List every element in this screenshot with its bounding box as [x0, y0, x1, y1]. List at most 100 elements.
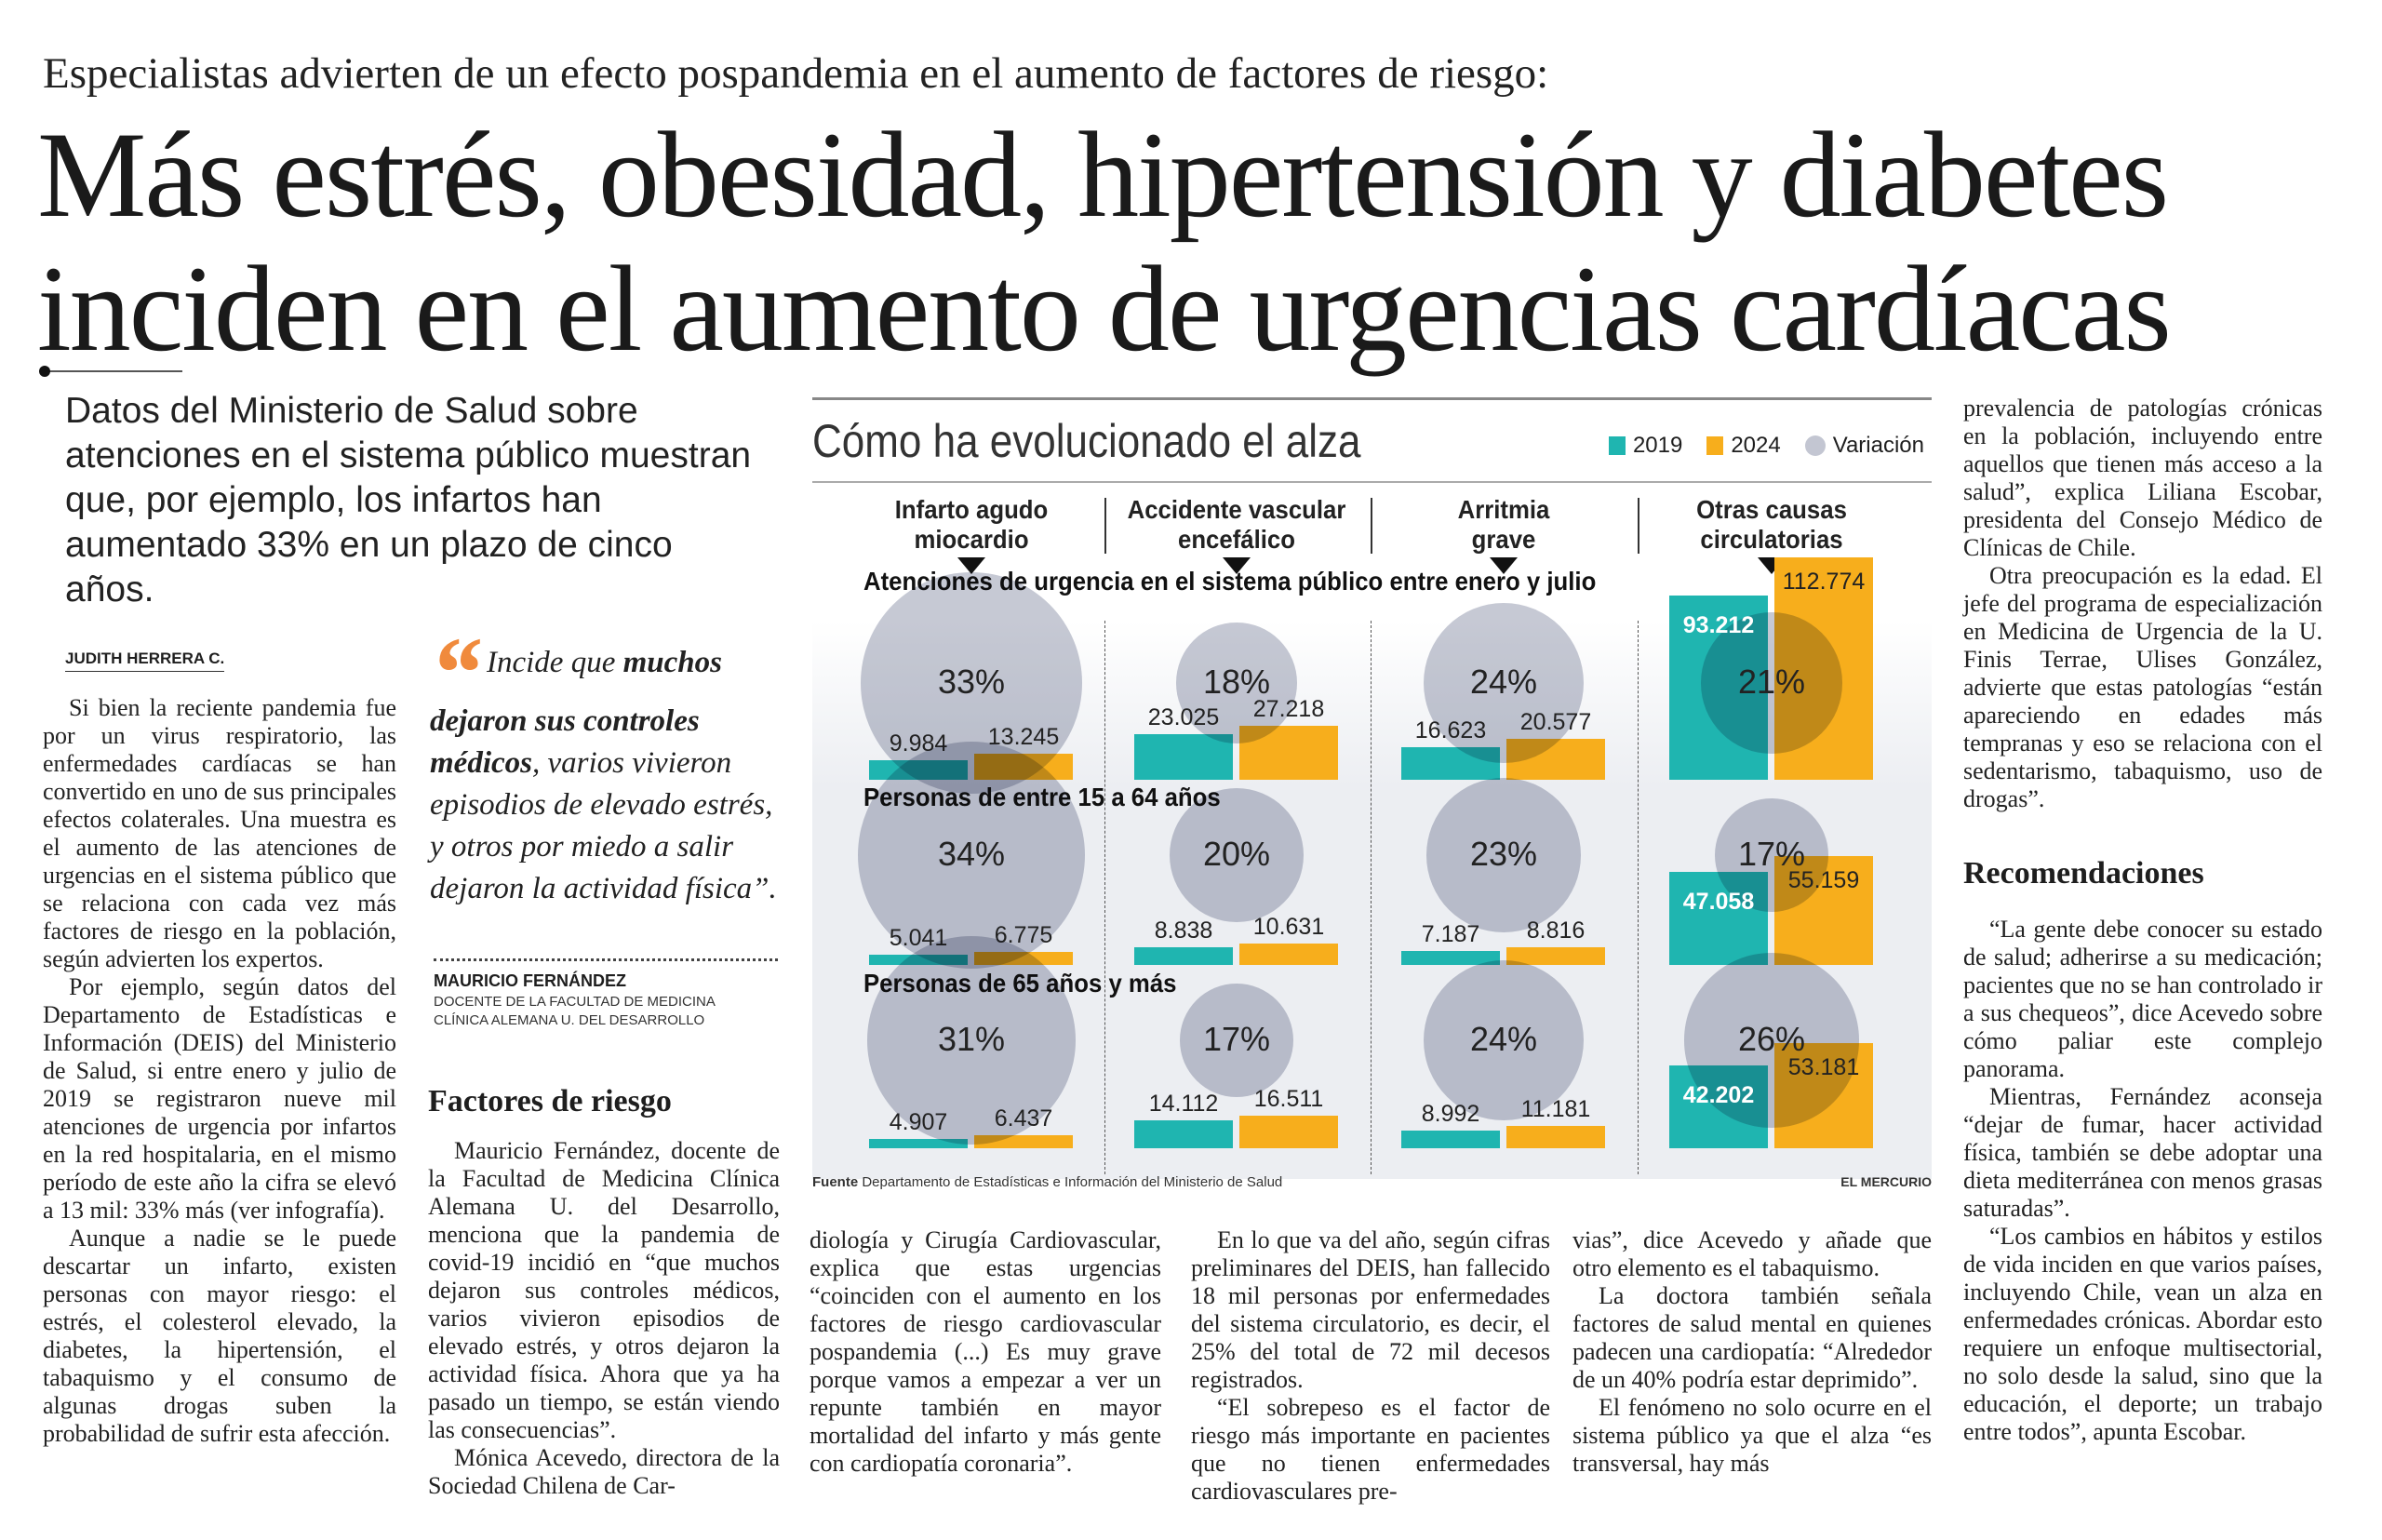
- lead-paragraph: Datos del Ministerio de Salud sobre aten…: [65, 391, 752, 609]
- value-label-2024: 10.631: [1252, 914, 1325, 941]
- legend-circle-icon: [1804, 435, 1826, 456]
- value-label-2019: 14.112: [1148, 1091, 1219, 1118]
- value-label-2024: 6.437: [994, 1105, 1053, 1132]
- variation-circle: [1684, 953, 1859, 1128]
- variation-label: 33%: [937, 663, 1006, 701]
- variation-circle: [1176, 623, 1297, 743]
- paragraph: Mauricio Fernández, docente de la Facult…: [428, 1137, 780, 1443]
- bar-2024: [1506, 1126, 1605, 1148]
- variation-label: 24%: [1469, 1020, 1538, 1058]
- body-column-1: Si bien la reciente pandemia fue por un …: [43, 694, 396, 1448]
- column-header-line: Infarto agudo: [894, 495, 1049, 524]
- paragraph: En lo que va del año, según cifras preli…: [1191, 1226, 1550, 1393]
- paragraph: Si bien la reciente pandemia fue por un …: [43, 694, 396, 972]
- variation-label: 31%: [937, 1020, 1006, 1058]
- column-header: Infarto agudo miocardio: [860, 495, 1082, 555]
- column-header-line: encefálico: [1177, 525, 1295, 554]
- column-header: Arritmia grave: [1392, 495, 1614, 555]
- value-label-2019: 8.992: [1421, 1100, 1480, 1127]
- chart-title: Cómo ha evolucionado el alza: [812, 415, 1361, 467]
- value-label-2024: 112.774: [1782, 568, 1866, 595]
- section-heading: Recomendaciones: [1963, 856, 2204, 891]
- infographic: Cómo ha evolucionado el alza 2019 2024 V…: [812, 397, 1932, 1199]
- paragraph: “El sobrepeso es el factor de riesgo más…: [1191, 1394, 1550, 1505]
- down-triangle-icon: [1490, 557, 1518, 574]
- value-label-2024: 20.577: [1519, 709, 1592, 736]
- quote-author-role: DOCENTE DE LA FACULTAD DE MEDICINA: [434, 994, 716, 1010]
- bar-2024: [1506, 947, 1605, 965]
- body-column-7: “La gente debe conocer su estado de salu…: [1963, 916, 2322, 1446]
- value-label-2019: 16.623: [1414, 716, 1487, 743]
- column-header: Accidente vascular encefálico: [1125, 495, 1347, 555]
- variation-circle: [1714, 797, 1829, 913]
- variation-label: 17%: [1737, 835, 1806, 873]
- legend-item-2024: 2024: [1706, 433, 1781, 459]
- quote-part: Incide que: [487, 646, 623, 679]
- variation-label: 18%: [1202, 663, 1271, 701]
- legend-item-2019: 2019: [1608, 433, 1683, 459]
- paragraph: “Los cambios en hábitos y estilos de vid…: [1963, 1223, 2322, 1445]
- column-divider: [1638, 498, 1639, 554]
- infographic-rule: [812, 481, 1932, 483]
- body-column-3: diología y Cirugía Cardiovascular, expli…: [810, 1226, 1161, 1478]
- column-header-line: Otras causas: [1696, 495, 1847, 524]
- variation-label: 24%: [1469, 663, 1538, 701]
- variation-circle: [867, 936, 1076, 1145]
- paragraph: Mónica Acevedo, directora de la Sociedad…: [428, 1444, 780, 1499]
- bar-2019: [869, 1138, 968, 1148]
- variation-circle: [1423, 959, 1585, 1121]
- body-column-2: Mauricio Fernández, docente de la Facult…: [428, 1137, 780, 1500]
- variation-label: 26%: [1737, 1020, 1806, 1058]
- bar-2024: [1239, 944, 1338, 965]
- infographic-top-rule: [812, 397, 1932, 400]
- headline-line-2: inciden en el aumento de urgencias cardí…: [37, 240, 2172, 377]
- value-label-2024: 27.218: [1252, 696, 1325, 723]
- column-header-line: circulatorias: [1700, 525, 1843, 554]
- value-label-2024: 16.511: [1253, 1085, 1324, 1112]
- column-divider-dashed: [1104, 621, 1105, 1174]
- legend-label: Variación: [1832, 433, 1924, 458]
- bar-2019: [1134, 734, 1233, 780]
- variation-circle: [1179, 983, 1294, 1098]
- paragraph: diología y Cirugía Cardiovascular, expli…: [810, 1226, 1161, 1477]
- headline-line-1: Más estrés, obesidad, hipertensión y dia…: [37, 106, 2169, 243]
- column-divider-dashed: [1638, 621, 1639, 1174]
- paragraph: Aunque a nadie se le puede descartar un …: [43, 1225, 396, 1447]
- paragraph: Otra preocupación es la edad. El jefe de…: [1963, 562, 2322, 812]
- quote-divider: [434, 958, 778, 961]
- value-label-2019: 42.202: [1682, 1081, 1755, 1108]
- down-triangle-icon: [957, 557, 985, 574]
- column-header-line: miocardio: [914, 525, 1029, 554]
- legend-label: 2019: [1632, 433, 1683, 458]
- value-label-2019: 8.838: [1154, 917, 1213, 944]
- column-header-line: Accidente vascular: [1127, 495, 1346, 524]
- variation-circle: [1701, 612, 1842, 754]
- variation-label: 20%: [1202, 835, 1271, 873]
- quote-part: , varios vivieron episodios de elevado e…: [430, 746, 777, 905]
- variation-label: 17%: [1202, 1020, 1271, 1058]
- quote-author-role: CLÍNICA ALEMANA U. DEL DESARROLLO: [434, 1012, 705, 1028]
- legend-label: 2024: [1731, 433, 1781, 458]
- value-label-2024: 11.181: [1520, 1096, 1591, 1123]
- section-heading: Factores de riesgo: [428, 1084, 672, 1118]
- legend-item-variacion: Variación: [1804, 433, 1924, 459]
- byline: JUDITH HERRERA C.: [65, 649, 225, 672]
- body-column-4: En lo que va del año, según cifras preli…: [1191, 1226, 1550, 1506]
- bar-2024: [1239, 1115, 1338, 1148]
- source-label: Fuente: [812, 1174, 859, 1190]
- bar-2019: [1401, 1130, 1500, 1148]
- value-label-2019: 4.907: [889, 1108, 948, 1135]
- variation-circle: [857, 741, 1086, 970]
- variation-circle: [1426, 778, 1581, 932]
- legend-swatch-icon: [1608, 436, 1626, 455]
- paragraph: “La gente debe conocer su estado de salu…: [1963, 916, 2322, 1082]
- variation-circle: [1170, 788, 1304, 922]
- paragraph: Mientras, Fernández aconseja “dejar de f…: [1963, 1083, 2322, 1222]
- bar-2019: [1134, 947, 1233, 965]
- value-label-2024: 53.181: [1787, 1054, 1860, 1081]
- legend-swatch-icon: [1706, 436, 1724, 455]
- value-label-2019: 93.212: [1682, 612, 1755, 639]
- variation-label: 23%: [1469, 835, 1538, 873]
- pull-quote: “Incide que muchos dejaron sus controles…: [430, 622, 783, 910]
- column-header-line: grave: [1471, 525, 1536, 554]
